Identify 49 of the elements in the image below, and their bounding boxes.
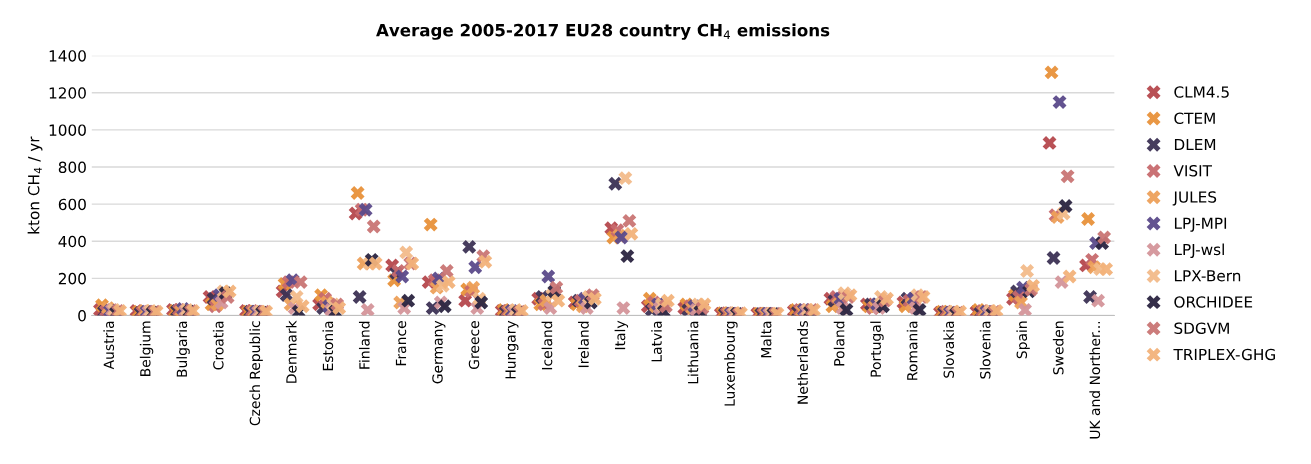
legend-label: ORCHIDEE <box>1174 296 1253 308</box>
legend-label: SDGVM <box>1174 322 1229 334</box>
x-tick-label: Germany <box>432 320 446 384</box>
x-tick-label: Hungary <box>505 320 519 379</box>
y-tick-label: 1000 <box>49 124 86 136</box>
y-tick-label: 1200 <box>49 87 86 99</box>
legend-label: JULES <box>1172 191 1217 206</box>
legend-label: LPJ-wsl <box>1174 243 1224 259</box>
x-tick-label: Slovenia <box>979 321 991 379</box>
x-tick-label: Sweden <box>1052 321 1064 375</box>
x-tick-label: Luxembourg <box>724 321 738 406</box>
legend-label: CTEM <box>1174 112 1215 125</box>
x-tick-label: Latvia <box>651 321 662 362</box>
x-tick-label: Netherlands <box>797 321 808 404</box>
x-tick-label: Croatia <box>212 321 224 370</box>
legend-label: LPX-Bern <box>1174 270 1241 282</box>
x-tick-label: Belgium <box>139 321 154 376</box>
x-tick-label: Ireland <box>578 321 589 368</box>
y-tick-label: 200 <box>58 272 86 285</box>
x-tick-label: Czech Republic <box>249 321 263 426</box>
chart-title: Average 2005-2017 EU28 country CH$_{4}$ emissions <box>376 23 830 40</box>
x-tick-label: Malta <box>760 321 772 358</box>
y-tick-label: 1400 <box>49 50 86 62</box>
x-tick-label: Austria <box>103 321 115 370</box>
legend-label: VISIT <box>1173 164 1212 177</box>
x-tick-label: Slovakia <box>943 321 955 378</box>
x-tick-label: Estonia <box>322 321 334 371</box>
x-tick-label: Portugal <box>870 321 884 377</box>
y-tick-label: 800 <box>58 161 86 174</box>
y-axis-title: kton CH$_{4}$ / yr <box>27 136 43 234</box>
x-tick-label: Spain <box>1016 321 1030 359</box>
legend-label: LPJ-MPI <box>1174 217 1227 232</box>
x-tick-label: Denmark <box>285 320 297 383</box>
y-tick-label: 600 <box>58 198 86 211</box>
y-tick-label: 400 <box>58 235 86 248</box>
x-tick-label: France <box>395 321 407 366</box>
x-tick-label: Poland <box>833 321 845 366</box>
x-tick-label: Finland <box>358 321 370 369</box>
x-tick-label: Iceland <box>541 321 553 370</box>
legend-label: DLEM <box>1174 138 1216 151</box>
x-tick-label: Bulgaria <box>176 321 190 377</box>
x-tick-label: Greece <box>468 321 480 370</box>
x-tick-label: Romania <box>906 321 918 380</box>
x-tick-label: UK and Norther... <box>1089 321 1101 439</box>
x-tick-label: Lithuania <box>687 321 699 384</box>
legend-label: TRIPLEX-GHG <box>1173 348 1275 361</box>
y-tick-label: 0 <box>78 309 86 322</box>
x-tick-label: Italy <box>614 320 629 350</box>
legend-label: CLM4.5 <box>1174 86 1229 98</box>
